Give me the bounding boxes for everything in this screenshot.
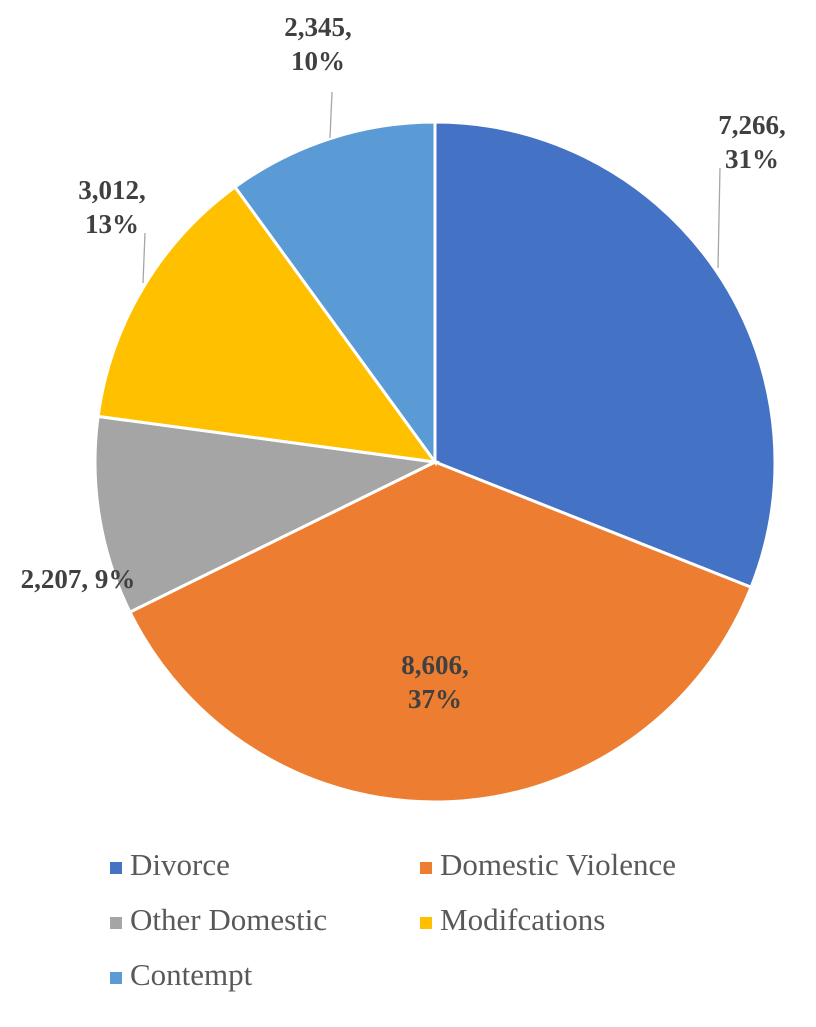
legend-label: Other Domestic xyxy=(130,902,327,937)
pie-slice xyxy=(433,120,777,590)
leader-line xyxy=(717,167,721,269)
pie-slice xyxy=(232,120,437,467)
legend-swatch xyxy=(420,917,432,929)
legend-swatch xyxy=(110,862,122,874)
leader-line xyxy=(329,91,333,139)
leader-line xyxy=(142,232,146,284)
data-label: 2,207, 9% xyxy=(21,564,136,594)
data-label: 7,266, 31% xyxy=(718,110,786,174)
data-label: 2,345, 10% xyxy=(284,12,352,76)
legend-label: Domestic Violence xyxy=(440,847,676,882)
legend-swatch xyxy=(420,862,432,874)
legend-swatch xyxy=(110,917,122,929)
data-label: 8,606, 37% xyxy=(401,650,469,714)
data-label: 3,012, 13% xyxy=(78,175,146,239)
legend-label: Divorce xyxy=(130,847,230,882)
legend-label: Contempt xyxy=(130,957,253,992)
pie-slice xyxy=(93,414,441,615)
pie-slice xyxy=(96,184,439,464)
legend-label: Modifcations xyxy=(440,902,605,937)
pie-slice xyxy=(127,460,754,804)
legend-swatch xyxy=(110,972,122,984)
